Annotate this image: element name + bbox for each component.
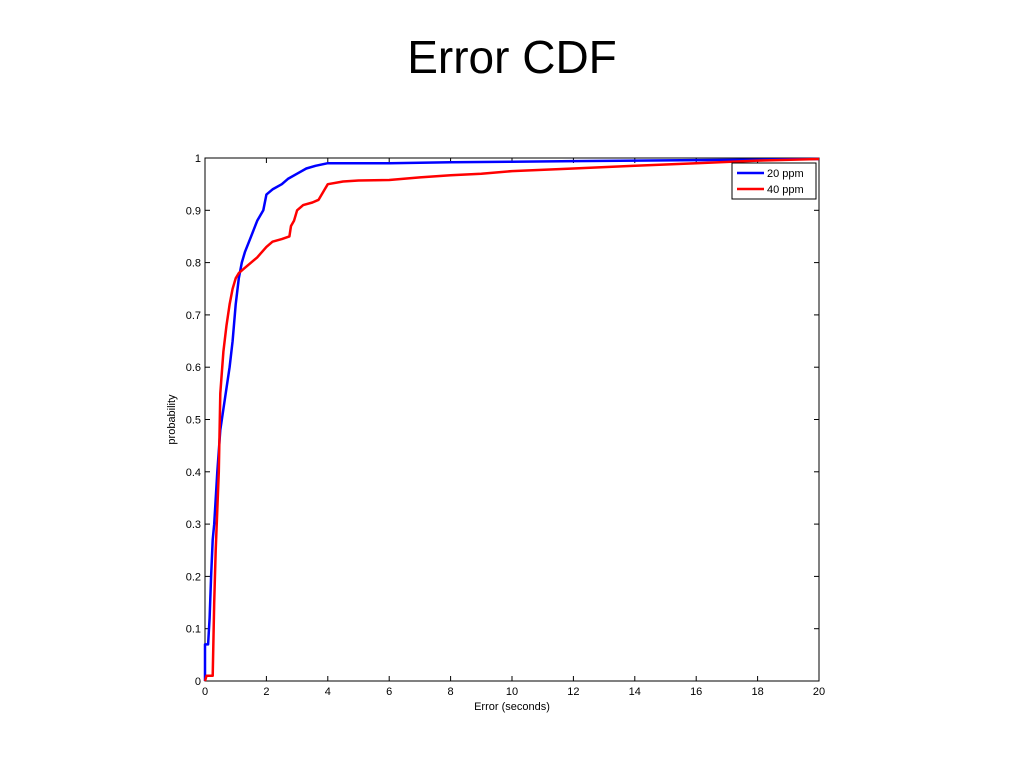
legend-label-40ppm: 40 ppm (767, 184, 804, 196)
x-tick-label: 4 (325, 686, 331, 698)
x-tick-label: 10 (506, 686, 518, 698)
y-tick-label: 0.1 (186, 624, 201, 636)
y-tick-label: 0 (195, 676, 201, 688)
x-tick-label: 12 (567, 686, 579, 698)
y-tick-label: 0.6 (186, 362, 201, 374)
y-tick-label: 1 (195, 153, 201, 165)
x-tick-label: 0 (202, 686, 208, 698)
x-tick-label: 6 (386, 686, 392, 698)
legend-label-20ppm: 20 ppm (767, 168, 804, 180)
x-tick-label: 2 (263, 686, 269, 698)
y-tick-label: 0.3 (186, 519, 201, 531)
x-tick-label: 8 (448, 686, 454, 698)
x-axis-label: Error (seconds) (474, 701, 550, 713)
x-tick-label: 14 (629, 686, 641, 698)
legend-box (731, 162, 817, 200)
plot-area (204, 157, 820, 682)
series-lines (203, 157, 820, 682)
series-line-40ppm (203, 157, 820, 682)
y-axis-label: probability (166, 394, 178, 445)
axis-ticks: 0 2 4 6 8 10 12 14 16 18 20 0 0.1 0.2 0.3 0.4 0.5 0.6 0.7 0… (186, 153, 825, 698)
y-tick-label: 0.9 (186, 205, 201, 217)
slide-title: Error CDF (407, 31, 617, 83)
y-tick-label: 0.7 (186, 310, 201, 322)
legend: 20 ppm 40 ppm (731, 162, 817, 200)
x-tick-label: 16 (690, 686, 702, 698)
y-tick-label: 0.5 (186, 415, 201, 427)
y-tick-label: 0.4 (186, 467, 201, 479)
x-tick-label: 20 (813, 686, 825, 698)
series-line-20ppm (203, 157, 820, 681)
x-tick-label: 18 (751, 686, 763, 698)
y-tick-label: 0.2 (186, 571, 201, 583)
y-tick-label: 0.8 (186, 258, 201, 270)
